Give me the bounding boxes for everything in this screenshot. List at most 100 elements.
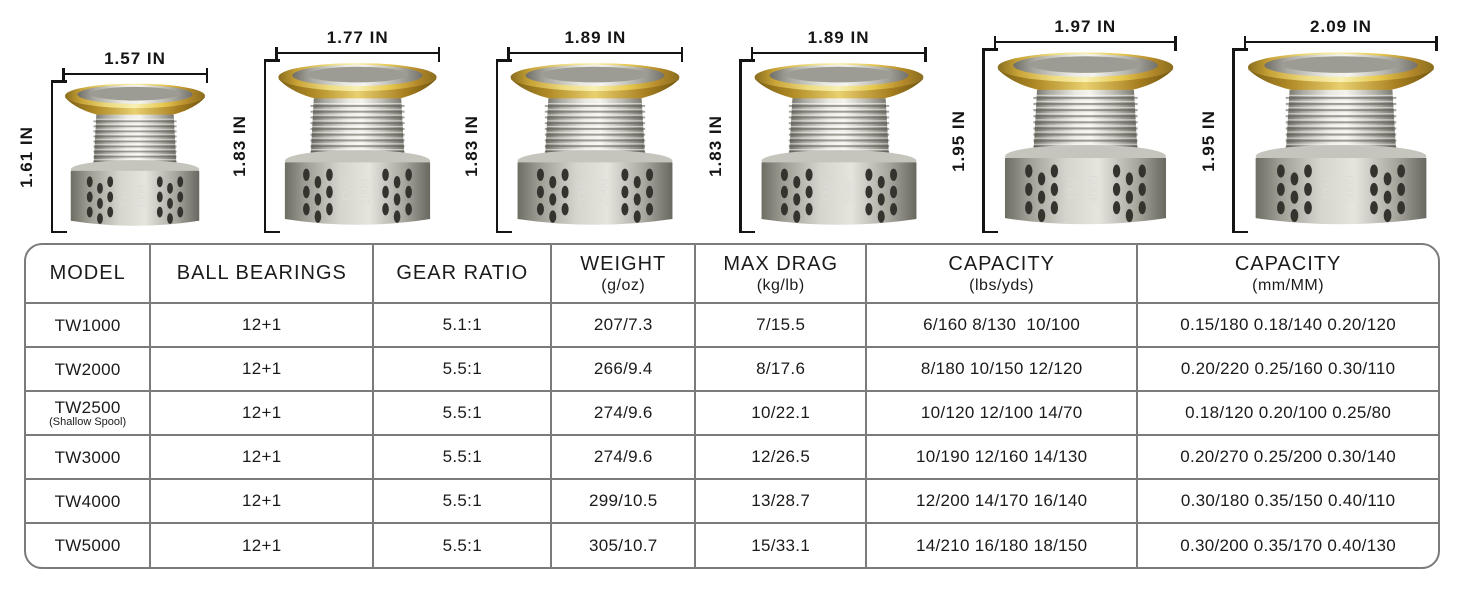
col-header-ball-bearings: BALL BEARINGS — [149, 245, 375, 304]
cell-capacity-lbs: 8/180 10/150 12/120 — [865, 346, 1139, 392]
spool-engraving-model: 2000 — [357, 178, 372, 205]
spec-table: MODEL BALL BEARINGS GEAR RATIO WEIGHT (g/… — [24, 243, 1440, 569]
spool-photo: TW 3000 — [754, 63, 924, 225]
width-dimension-label: 1.57 IN — [104, 49, 166, 68]
spool-photo-strip: 1.57 IN 1.61 IN TW 1000 1.77 IN — [0, 0, 1464, 243]
cell-max-drag: 12/26.5 — [694, 434, 868, 480]
spool-photo: TW 5000 — [1247, 52, 1435, 225]
spool-group-tw2000: 1.77 IN 1.83 IN TW 2000 — [229, 23, 441, 233]
cell-ball-bearings: 12+1 — [149, 478, 375, 524]
spool-engraving-brand: TW — [1064, 176, 1083, 202]
spool-photo: TW 2000 — [278, 63, 437, 225]
table-row: TW4000 12+1 5.5:1 299/10.5 13/28.7 12/20… — [26, 478, 1438, 524]
cell-max-drag: 13/28.7 — [694, 478, 868, 524]
cell-ball-bearings: 12+1 — [149, 522, 375, 567]
col-header-max-drag: MAX DRAG (kg/lb) — [694, 245, 868, 304]
cell-capacity-lbs: 6/160 8/130 10/100 — [865, 302, 1139, 348]
cell-gear-ratio: 5.5:1 — [372, 346, 553, 392]
height-dimension-label: 1.61 IN — [17, 125, 36, 188]
col-header-weight: WEIGHT (g/oz) — [550, 245, 697, 304]
cell-capacity-mm: 0.15/180 0.18/140 0.20/120 — [1136, 302, 1438, 348]
cell-gear-ratio: 5.5:1 — [372, 522, 553, 567]
cell-model: TW3000 — [26, 434, 152, 480]
height-dimension-line — [1232, 48, 1246, 233]
cell-ball-bearings: 12+1 — [149, 434, 375, 480]
width-dimension-label: 1.89 IN — [564, 28, 627, 47]
cell-capacity-lbs: 12/200 14/170 16/140 — [865, 478, 1139, 524]
height-dimension-line — [50, 80, 64, 233]
width-dimension: 1.57 IN — [62, 44, 208, 83]
spool-photo: TW 4000 — [997, 52, 1174, 225]
cell-model: TW2000 — [26, 346, 152, 392]
col-header-model: MODEL — [26, 245, 152, 304]
table-header-row: MODEL BALL BEARINGS GEAR RATIO WEIGHT (g/… — [26, 245, 1438, 304]
cell-gear-ratio: 5.5:1 — [372, 434, 553, 480]
width-dimension-line — [750, 47, 927, 62]
cell-max-drag: 7/15.5 — [694, 302, 868, 348]
cell-capacity-mm: 0.30/180 0.35/150 0.40/110 — [1136, 478, 1438, 524]
cell-max-drag: 10/22.1 — [694, 390, 868, 436]
table-row: TW1000 12+1 5.1:1 207/7.3 7/15.5 6/160 8… — [26, 302, 1438, 348]
cell-capacity-mm: 0.18/120 0.20/100 0.25/80 — [1136, 390, 1438, 436]
height-dimension: 1.95 IN — [948, 48, 996, 233]
spool-group-tw4000: 1.97 IN 1.95 IN TW 4000 — [948, 12, 1177, 233]
col-header-gear-ratio: GEAR RATIO — [372, 245, 553, 304]
width-dimension-label: 1.89 IN — [807, 28, 870, 47]
spool-group-tw5000: 2.09 IN 1.95 IN TW 5000 — [1198, 12, 1438, 233]
spool-photo: TW 2500 — [510, 63, 680, 225]
height-dimension-label: 1.95 IN — [948, 109, 968, 172]
width-dimension-line — [993, 36, 1177, 51]
width-dimension-label: 1.77 IN — [326, 28, 389, 47]
cell-capacity-mm: 0.30/200 0.35/170 0.40/130 — [1136, 522, 1438, 567]
cell-weight: 266/9.4 — [550, 346, 697, 392]
spool-engraving-brand: TW — [119, 186, 134, 207]
cell-ball-bearings: 12+1 — [149, 302, 375, 348]
col-header-capacity-mm: CAPACITY (mm/MM) — [1136, 245, 1438, 304]
cell-ball-bearings: 12+1 — [149, 390, 375, 436]
width-dimension-line — [62, 68, 208, 83]
cell-gear-ratio: 5.5:1 — [372, 390, 553, 436]
col-header-capacity-lbs: CAPACITY (lbs/yds) — [865, 245, 1139, 304]
table-row: TW5000 12+1 5.5:1 305/10.7 15/33.1 14/21… — [26, 522, 1438, 567]
cell-model: TW1000 — [26, 302, 152, 348]
height-dimension-line — [739, 59, 753, 233]
width-dimension: 2.09 IN — [1243, 12, 1438, 51]
cell-capacity-mm: 0.20/270 0.25/200 0.30/140 — [1136, 434, 1438, 480]
cell-weight: 207/7.3 — [550, 302, 697, 348]
width-dimension-line — [507, 47, 684, 62]
height-dimension: 1.95 IN — [1198, 48, 1246, 233]
spool-engraving-brand: TW — [340, 180, 357, 204]
width-dimension: 1.89 IN — [507, 23, 684, 62]
cell-capacity-lbs: 10/190 12/160 14/130 — [865, 434, 1139, 480]
height-dimension-label: 1.83 IN — [705, 115, 725, 177]
height-dimension: 1.83 IN — [229, 59, 278, 233]
spool-group-tw1000: 1.57 IN 1.61 IN TW 1000 — [16, 44, 208, 233]
height-dimension-label: 1.95 IN — [1198, 109, 1218, 172]
spool-engraving-brand: TW — [577, 179, 595, 204]
cell-max-drag: 8/17.6 — [694, 346, 868, 392]
cell-model: TW5000 — [26, 522, 152, 567]
width-dimension-label: 1.97 IN — [1054, 17, 1117, 36]
height-dimension: 1.61 IN — [16, 80, 64, 233]
table-row: TW2500 (Shallow Spool) 12+1 5.5:1 274/9.6… — [26, 390, 1438, 436]
cell-weight: 274/9.6 — [550, 390, 697, 436]
cell-ball-bearings: 12+1 — [149, 346, 375, 392]
spool-engraving-model: 2500 — [595, 179, 611, 205]
cell-weight: 305/10.7 — [550, 522, 697, 567]
spool-group-tw2500: 1.89 IN 1.83 IN TW 2500 — [461, 23, 684, 233]
spool-engraving-brand: TW — [1318, 176, 1339, 202]
spool-engraving-model: 1000 — [135, 185, 148, 208]
spool-engraving-model: 4000 — [1086, 175, 1102, 203]
height-dimension-line — [982, 48, 996, 233]
table-row: TW2000 12+1 5.5:1 266/9.4 8/17.6 8/180 1… — [26, 346, 1438, 392]
cell-weight: 299/10.5 — [550, 478, 697, 524]
height-dimension: 1.83 IN — [461, 59, 510, 233]
cell-gear-ratio: 5.5:1 — [372, 478, 553, 524]
spool-photo: TW 1000 — [64, 83, 206, 226]
spool-group-tw3000: 1.89 IN 1.83 IN TW 3000 — [705, 23, 927, 233]
width-dimension: 1.89 IN — [750, 23, 927, 62]
width-dimension-line — [275, 47, 441, 62]
cell-gear-ratio: 5.1:1 — [372, 302, 553, 348]
cell-capacity-lbs: 10/120 12/100 14/70 — [865, 390, 1139, 436]
cell-model: TW2500 (Shallow Spool) — [26, 390, 152, 436]
